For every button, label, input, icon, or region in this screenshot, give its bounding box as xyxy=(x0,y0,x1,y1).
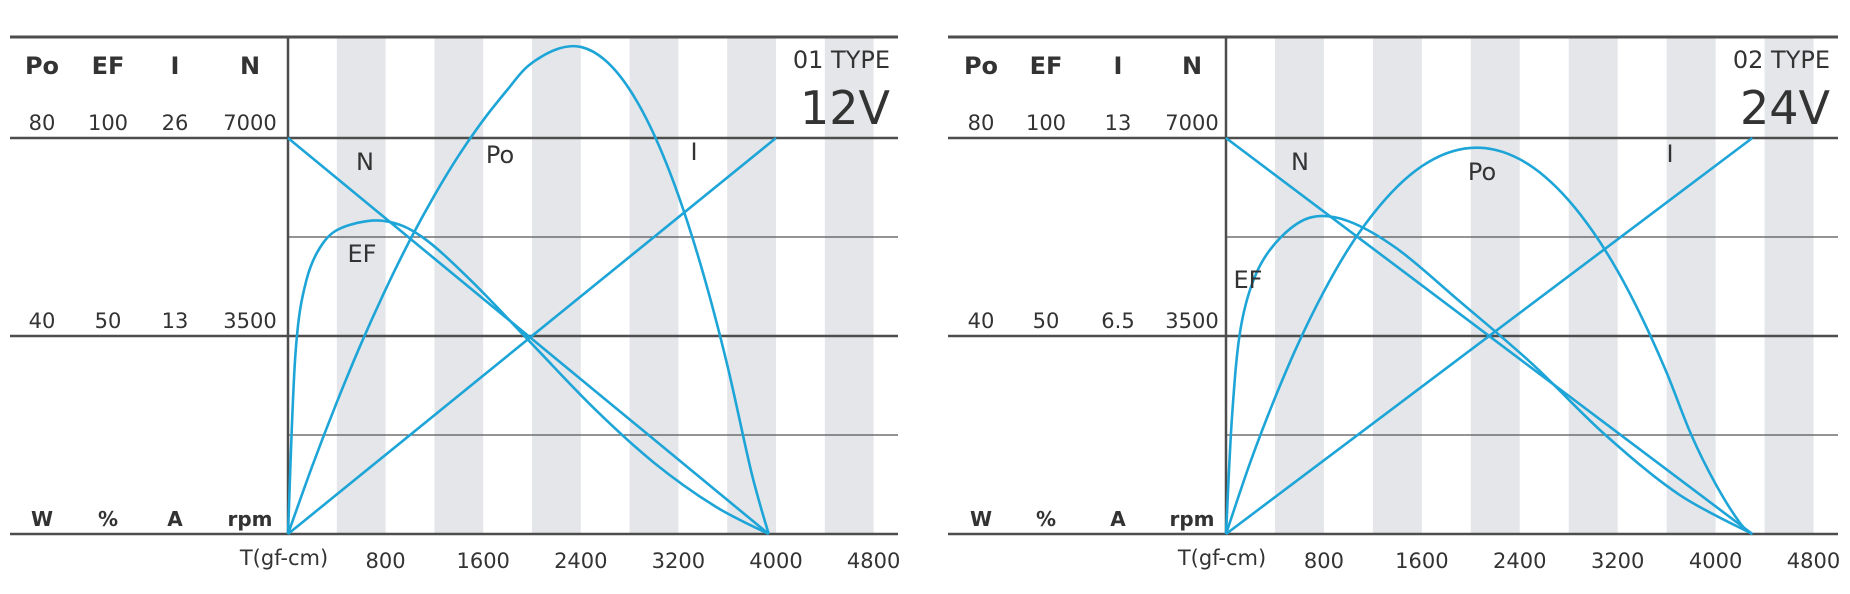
x-tick-label: 800 xyxy=(366,549,406,573)
scale-header: EF xyxy=(1030,52,1063,80)
x-tick-label: 1600 xyxy=(1395,549,1448,573)
scale-header: N xyxy=(1182,52,1202,80)
unit-label: A xyxy=(167,507,183,531)
scale-mid-value: 13 xyxy=(162,309,189,333)
voltage-label: 24V xyxy=(1740,81,1831,135)
scale-header: EF xyxy=(92,52,125,80)
x-tick-label: 2400 xyxy=(1493,549,1546,573)
scale-table: Po 80 40 W EF 100 50% I 26 13 A N 7000 3500 rpm xyxy=(25,52,277,531)
scale-header: I xyxy=(171,52,180,80)
x-axis-title: T(gf-cm) xyxy=(239,546,328,570)
series-label-n: N xyxy=(1291,148,1309,176)
scale-header: I xyxy=(1114,52,1123,80)
unit-label: rpm xyxy=(227,507,272,531)
unit-label: W xyxy=(31,507,53,531)
x-tick-label: 4800 xyxy=(1787,549,1840,573)
stripe-band xyxy=(1666,37,1716,534)
scale-max-value: 7000 xyxy=(223,111,276,135)
x-tick-label: 4800 xyxy=(847,549,900,573)
stripe-band xyxy=(1470,37,1520,534)
x-axis-title: T(gf-cm) xyxy=(1177,546,1266,570)
scale-table: Po 80 40 W EF 100 50% I 13 6.5 A N 7000 3500 rpm xyxy=(964,52,1219,531)
scale-header: Po xyxy=(25,52,59,80)
x-tick-label: 800 xyxy=(1304,549,1344,573)
curve-po xyxy=(1224,146,1754,536)
chart-02-type-24v: Po 80 40 W EF 100 50% I 13 6.5 A N 7000 3500 rpm 02 TYP… xyxy=(948,35,1840,573)
series-label-n: N xyxy=(356,148,374,176)
scale-max-value: 13 xyxy=(1105,111,1132,135)
unit-label: W xyxy=(970,507,992,531)
x-tick-label: 2400 xyxy=(554,549,607,573)
stripe-band xyxy=(532,37,581,534)
unit-label: rpm xyxy=(1169,507,1214,531)
background-stripes xyxy=(1274,37,1814,534)
stripe-band xyxy=(1568,37,1618,534)
curve-n xyxy=(287,136,770,536)
series-label-i: I xyxy=(690,138,697,166)
x-tick-label: 4000 xyxy=(1689,549,1742,573)
stripe-band xyxy=(336,37,386,534)
scale-mid-value: 50 xyxy=(1033,309,1060,333)
stripe-band xyxy=(1274,37,1324,534)
stripe-band xyxy=(727,37,776,534)
series-label-ef: EF xyxy=(348,240,377,268)
type-label: 02 TYPE xyxy=(1733,46,1830,74)
scale-mid-value: 6.5 xyxy=(1101,309,1134,333)
scale-max-value: 7000 xyxy=(1165,111,1218,135)
scale-header: N xyxy=(240,52,260,80)
background-stripes xyxy=(336,37,874,534)
curve-ef xyxy=(1224,214,1753,536)
unit-label: % xyxy=(98,507,118,531)
series-label-po: Po xyxy=(1468,158,1496,186)
curve-po xyxy=(286,44,770,535)
scale-max-value: 80 xyxy=(968,111,995,135)
type-label: 01 TYPE xyxy=(793,46,890,74)
scale-mid-value: 50 xyxy=(95,309,122,333)
x-tick-label: 1600 xyxy=(456,549,509,573)
scale-header: Po xyxy=(964,52,998,80)
grid-lines xyxy=(10,35,898,536)
curve-i xyxy=(1225,136,1754,536)
scale-mid-value: 40 xyxy=(29,309,56,333)
scale-mid-value: 3500 xyxy=(1165,309,1218,333)
unit-label: % xyxy=(1036,507,1056,531)
stripe-band xyxy=(1764,37,1814,534)
scale-mid-value: 3500 xyxy=(223,309,276,333)
x-tick-label: 3200 xyxy=(1591,549,1644,573)
scale-max-value: 80 xyxy=(29,111,56,135)
curve-i xyxy=(287,136,777,536)
stripe-band xyxy=(824,37,874,534)
scale-max-value: 26 xyxy=(162,111,189,135)
curve-ef xyxy=(286,219,770,536)
series-label-po: Po xyxy=(486,141,514,169)
series-label-ef: EF xyxy=(1234,266,1263,294)
series-label-i: I xyxy=(1666,140,1673,168)
curves xyxy=(286,44,777,536)
x-tick-label: 4000 xyxy=(749,549,802,573)
stripe-band xyxy=(1372,37,1422,534)
voltage-label: 12V xyxy=(800,81,891,135)
scale-mid-value: 40 xyxy=(968,309,995,333)
curves xyxy=(1224,136,1754,536)
unit-label: A xyxy=(1110,507,1126,531)
scale-max-value: 100 xyxy=(88,111,128,135)
x-tick-label: 3200 xyxy=(652,549,705,573)
grid-lines xyxy=(948,35,1838,536)
chart-01-type-12v: Po 80 40 W EF 100 50% I 26 13 A N 7000 3500 rpm 01 TYPE… xyxy=(10,35,900,573)
scale-max-value: 100 xyxy=(1026,111,1066,135)
stripe-band xyxy=(629,37,679,534)
